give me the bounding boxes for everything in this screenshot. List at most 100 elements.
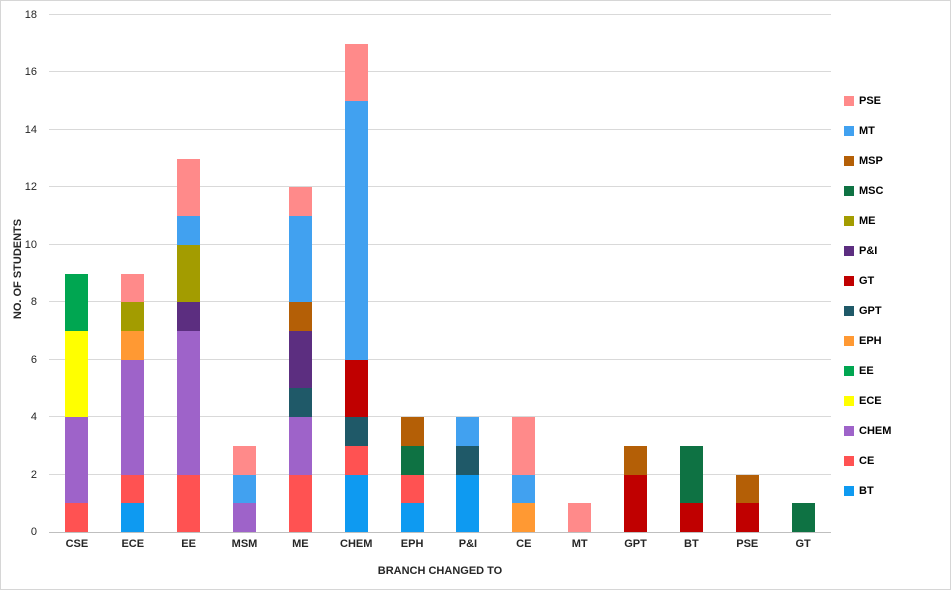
bar-segment-eph-msp (400, 417, 424, 446)
y-tick-label: 2 (30, 468, 37, 481)
bar-segment-p-i-gpt (456, 445, 480, 475)
bar-stack-mt (568, 15, 592, 532)
legend-label-gt: GT (859, 274, 875, 287)
legend-swatch-ce (844, 455, 854, 466)
bar-segment-ee-ce (177, 474, 201, 532)
bar-segment-ece-me (121, 302, 145, 331)
y-tick-label: 12 (24, 181, 37, 194)
bar-stack-chem (344, 15, 368, 532)
bars-container (49, 15, 831, 532)
bar-stack-msm (233, 15, 256, 532)
bar-segment-me-p-i (288, 330, 312, 389)
y-tick-label: 6 (30, 353, 37, 366)
legend-item-gpt: GPT (844, 304, 891, 317)
x-tick-label-msm: MSM (231, 538, 258, 550)
bar-segment-cse-chem (65, 417, 89, 504)
x-tick-label-eph: EPH (400, 538, 424, 550)
bar-segment-gpt-gt (624, 474, 648, 532)
x-tick-label-cse: CSE (65, 538, 89, 550)
x-tick-label-pse: PSE (736, 538, 759, 550)
bar-segment-ee-pse (177, 158, 201, 217)
legend-swatch-ee (844, 365, 854, 376)
bar-segment-msm-chem (233, 503, 256, 532)
legend-swatch-me (844, 215, 854, 226)
bar-segment-ee-chem (177, 330, 201, 475)
legend-label-pse: PSE (859, 94, 882, 107)
bar-column-bt (663, 15, 719, 532)
bar-column-chem (328, 15, 384, 532)
bar-column-msm (217, 15, 273, 532)
bar-stack-cse (65, 15, 89, 532)
legend-item-ece: ECE (844, 394, 891, 407)
legend-label-ce: CE (859, 454, 875, 467)
bar-stack-eph (400, 15, 424, 532)
gridline (49, 358, 831, 360)
x-tick-label-gpt: GPT (624, 538, 647, 550)
legend-label-eph: EPH (859, 334, 882, 347)
gridline (49, 473, 831, 475)
bar-segment-ee-p-i (177, 302, 201, 331)
legend-item-chem: CHEM (844, 424, 891, 437)
x-tick-label-chem: CHEM (340, 538, 373, 550)
bar-segment-p-i-bt (456, 474, 480, 532)
legend-item-msp: MSP (844, 154, 891, 167)
bar-segment-gpt-msp (624, 445, 648, 475)
bar-segment-chem-mt (344, 101, 368, 360)
x-tick-label-ce: CE (516, 538, 532, 550)
legend-swatch-mt (844, 125, 854, 136)
bar-segment-pse-gt (735, 503, 759, 532)
bar-segment-ece-chem (121, 359, 145, 475)
bar-segment-eph-msc (400, 445, 424, 475)
bar-segment-chem-ce (344, 445, 368, 475)
bar-segment-me-ce (288, 474, 312, 532)
bar-column-ce (496, 15, 552, 532)
legend-label-chem: CHEM (859, 424, 892, 437)
bar-segment-eph-bt (400, 503, 424, 532)
gridline (49, 128, 831, 130)
x-tick-label-p-i: P&I (458, 538, 478, 550)
bar-stack-bt (679, 15, 703, 532)
gridline (49, 14, 831, 15)
bar-segment-ece-eph (121, 330, 145, 360)
legend-item-ee: EE (844, 364, 891, 377)
bar-segment-me-chem (288, 417, 312, 475)
gridline (49, 243, 831, 245)
legend-item-bt: BT (844, 484, 891, 497)
bar-segment-pse-msp (735, 474, 759, 504)
bar-segment-ee-me (177, 244, 201, 303)
bar-segment-msm-pse (233, 445, 256, 475)
bar-segment-ce-eph (512, 503, 536, 532)
x-tick-label-ece: ECE (121, 538, 145, 550)
y-tick-label: 18 (24, 9, 37, 21)
x-tick-label-me: ME (292, 538, 309, 550)
bar-stack-gpt (624, 15, 648, 532)
legend-item-msc: MSC (844, 184, 891, 197)
bar-column-gt (775, 15, 831, 532)
bar-segment-chem-gt (344, 359, 368, 418)
x-axis-title: BRANCH CHANGED TO (377, 565, 503, 577)
legend-item-ce: CE (844, 454, 891, 467)
legend: PSE MT MSP MSC ME P&I GT GPT EPH EE ECE CHEM CE BT (844, 94, 891, 497)
bar-column-pse (719, 15, 775, 532)
bar-segment-bt-msc (679, 445, 703, 504)
bar-column-gpt (608, 15, 664, 532)
bar-segment-me-pse (288, 187, 312, 217)
bar-segment-mt-pse (568, 503, 592, 532)
legend-swatch-msp (844, 155, 854, 166)
bar-segment-chem-bt (344, 474, 368, 532)
bar-segment-bt-gt (679, 503, 703, 532)
gridline (49, 416, 831, 418)
legend-item-me: ME (844, 214, 891, 227)
x-tick-label-ee: EE (181, 538, 196, 550)
legend-swatch-chem (844, 425, 854, 436)
bar-column-eph (384, 15, 440, 532)
bar-column-p-i (440, 15, 496, 532)
bar-segment-ece-ce (121, 474, 145, 504)
bar-segment-p-i-mt (456, 417, 480, 446)
legend-item-gt: GT (844, 274, 891, 287)
legend-swatch-msc (844, 185, 854, 196)
y-tick-label: 8 (30, 296, 37, 309)
bar-segment-ece-bt (121, 503, 145, 532)
bar-stack-p-i (456, 15, 480, 532)
